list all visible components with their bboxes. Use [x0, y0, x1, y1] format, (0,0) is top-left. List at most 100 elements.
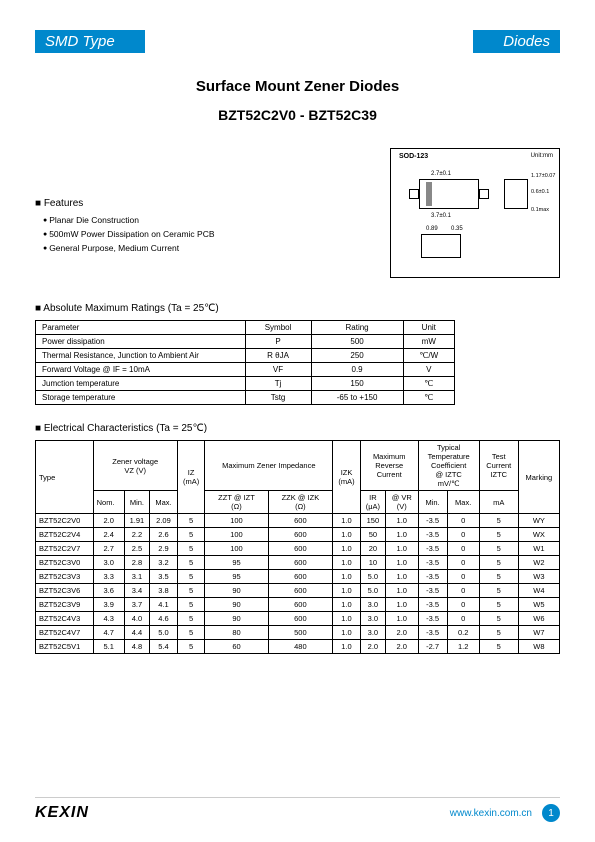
elec-cell: 3.4	[124, 584, 149, 598]
pkg-cathode-band	[426, 182, 432, 206]
elec-cell: 5	[479, 556, 518, 570]
header-right: Diodes	[473, 30, 560, 53]
elec-cell: 1.0	[385, 556, 418, 570]
elec-cell: 1.0	[333, 584, 361, 598]
elec-cell: 5	[177, 598, 205, 612]
elec-cell: 3.3	[93, 570, 124, 584]
elec-cell: 1.0	[333, 528, 361, 542]
elec-group-header: Test Current IZTC	[479, 441, 518, 491]
elec-cell: 80	[205, 626, 268, 640]
elec-cell: BZT52C5V1	[36, 640, 94, 654]
elec-cell: 1.0	[385, 584, 418, 598]
features-block: Features Planar Die Construction500mW Po…	[35, 148, 390, 278]
elec-cell: 4.4	[124, 626, 149, 640]
elec-cell: 5	[177, 556, 205, 570]
elec-cell: 5	[177, 612, 205, 626]
elec-cell: 1.0	[385, 514, 418, 528]
elec-cell: 1.0	[333, 542, 361, 556]
elec-cell: 2.5	[124, 542, 149, 556]
elec-cell: 3.1	[124, 570, 149, 584]
ratings-cell: Tj	[245, 377, 311, 391]
elec-cell: 90	[205, 584, 268, 598]
ratings-heading: Absolute Maximum Ratings (Ta = 25℃)	[35, 303, 560, 314]
elec-cell: 3.0	[360, 612, 385, 626]
package-label: SOD-123	[399, 153, 428, 160]
footer: KEXIN www.kexin.com.cn 1	[35, 797, 560, 822]
pkg-side-view	[504, 179, 528, 209]
elec-cell: W2	[518, 556, 559, 570]
elec-group-header: Zener voltage VZ (V)	[93, 441, 177, 491]
elec-cell: 600	[268, 528, 333, 542]
elec-cell: 5	[177, 542, 205, 556]
elec-cell: 1.0	[333, 598, 361, 612]
elec-cell: 1.0	[333, 514, 361, 528]
ratings-cell: P	[245, 335, 311, 349]
elec-cell: BZT52C3V3	[36, 570, 94, 584]
ratings-col-header: Symbol	[245, 321, 311, 335]
elec-cell: 5	[479, 584, 518, 598]
elec-cell: 500	[268, 626, 333, 640]
elec-cell: 1.0	[333, 556, 361, 570]
elec-cell: 5	[479, 528, 518, 542]
ratings-cell: 250	[311, 349, 403, 363]
elec-cell: 10	[360, 556, 385, 570]
elec-cell: 5	[479, 514, 518, 528]
elec-sub-header: Max.	[447, 491, 479, 514]
elec-row: BZT52C3V33.33.13.55956001.05.01.0-3.505W…	[36, 570, 560, 584]
elec-cell: 20	[360, 542, 385, 556]
ratings-col-header: Rating	[311, 321, 403, 335]
footer-right: www.kexin.com.cn 1	[450, 804, 560, 822]
elec-cell: 5.0	[360, 570, 385, 584]
ratings-cell: ℃	[403, 377, 454, 391]
elec-cell: 4.3	[93, 612, 124, 626]
header-left: SMD Type	[35, 30, 145, 53]
elec-cell: 5	[479, 570, 518, 584]
feature-item: 500mW Power Dissipation on Ceramic PCB	[35, 229, 390, 239]
ratings-row: Forward Voltage @ IF = 10mAVF0.9V	[36, 363, 455, 377]
feature-item: Planar Die Construction	[35, 215, 390, 225]
elec-cell: 5.0	[150, 626, 178, 640]
elec-group-header: Maximum Reverse Current	[360, 441, 418, 491]
elec-cell: 0	[447, 612, 479, 626]
elec-cell: W7	[518, 626, 559, 640]
elec-cell: -3.5	[418, 542, 447, 556]
elec-cell: 5	[177, 640, 205, 654]
electrical-table: TypeZener voltage VZ (V)IZ (mA)Maximum Z…	[35, 440, 560, 654]
elec-cell: -3.5	[418, 584, 447, 598]
elec-cell: 5	[177, 528, 205, 542]
elec-cell: 2.9	[150, 542, 178, 556]
page-number: 1	[542, 804, 560, 822]
elec-cell: -3.5	[418, 598, 447, 612]
ratings-row: Jumction temperatureTj150℃	[36, 377, 455, 391]
elec-cell: 600	[268, 584, 333, 598]
elec-cell: 5	[177, 626, 205, 640]
elec-cell: W3	[518, 570, 559, 584]
elec-cell: W8	[518, 640, 559, 654]
elec-cell: 4.1	[150, 598, 178, 612]
ratings-cell: Tstg	[245, 391, 311, 405]
elec-cell: BZT52C3V9	[36, 598, 94, 612]
elec-cell: 5	[177, 570, 205, 584]
elec-row: BZT52C2V72.72.52.951006001.0201.0-3.505W…	[36, 542, 560, 556]
elec-cell: 2.0	[385, 626, 418, 640]
elec-cell: 1.0	[385, 528, 418, 542]
elec-cell: 3.5	[150, 570, 178, 584]
ratings-cell: Storage temperature	[36, 391, 246, 405]
elec-cell: -3.5	[418, 612, 447, 626]
elec-cell: 100	[205, 528, 268, 542]
elec-sub-header: Nom.	[93, 491, 124, 514]
elec-cell: 0.2	[447, 626, 479, 640]
elec-row: BZT52C5V15.14.85.45604801.02.02.0-2.71.2…	[36, 640, 560, 654]
elec-cell: BZT52C4V7	[36, 626, 94, 640]
ratings-cell: Forward Voltage @ IF = 10mA	[36, 363, 246, 377]
elec-cell: 95	[205, 570, 268, 584]
ratings-cell: ℃	[403, 391, 454, 405]
elec-cell: 3.0	[360, 598, 385, 612]
elec-cell: 0	[447, 556, 479, 570]
elec-cell: W4	[518, 584, 559, 598]
elec-cell: 5	[177, 584, 205, 598]
electrical-heading: Electrical Characteristics (Ta = 25℃)	[35, 423, 560, 434]
footer-url: www.kexin.com.cn	[450, 808, 532, 819]
elec-cell: 0	[447, 570, 479, 584]
elec-cell: 4.8	[124, 640, 149, 654]
